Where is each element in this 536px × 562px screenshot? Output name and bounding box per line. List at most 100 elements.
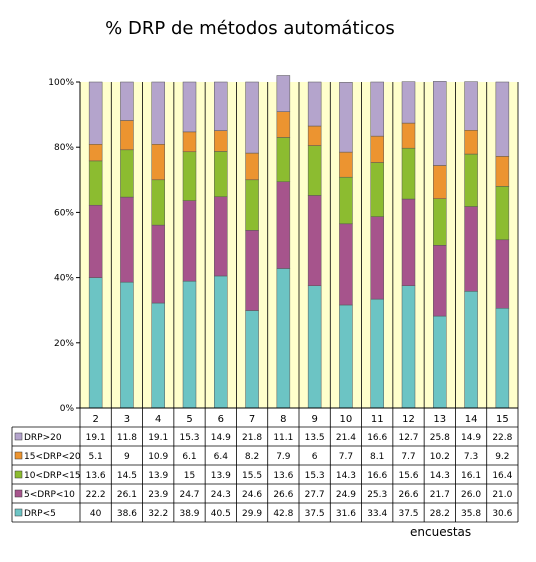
table-cell-value: 24.6 [242, 490, 262, 500]
table-cell-value: 16.6 [367, 471, 387, 481]
bar-segment [245, 81, 259, 154]
table-cell-value: 26.6 [398, 490, 418, 500]
legend-label: 5<DRP<10 [24, 490, 75, 500]
bar-segment [495, 81, 510, 157]
bar-segment [120, 120, 134, 151]
x-tick-label: 13 [433, 414, 446, 425]
bar-segment [495, 239, 510, 309]
bar-segment [339, 304, 353, 409]
bar-segment [151, 144, 165, 181]
table-cell-value: 13.9 [148, 471, 168, 481]
bar-segment [339, 82, 353, 153]
x-tick-label: 15 [496, 414, 509, 425]
table-cell-value: 7.7 [401, 452, 415, 462]
bar-segment [433, 245, 447, 317]
table-cell-value: 15.3 [305, 471, 325, 481]
x-axis-title: encuestas [410, 525, 472, 539]
bar-segment [182, 81, 197, 133]
x-tick-label: 12 [402, 414, 415, 425]
bar-segment [433, 198, 447, 246]
bar-segment [120, 281, 134, 409]
bar-segment [151, 302, 165, 409]
bar-segment [401, 122, 416, 149]
bar-segment [464, 129, 478, 155]
bar-segment [182, 131, 197, 153]
x-tick-label: 4 [155, 414, 161, 425]
y-tick-label: 80% [54, 143, 74, 153]
table-cell-value: 22.2 [86, 490, 106, 500]
table-cell-value: 38.6 [117, 509, 137, 519]
table-cell-value: 33.4 [367, 509, 387, 519]
table-cell-value: 23.9 [148, 490, 168, 500]
legend-key [14, 489, 23, 498]
bar-segment [339, 176, 353, 225]
bar-segment [495, 156, 510, 187]
bar-segment [276, 268, 291, 409]
x-tick-label: 10 [340, 414, 353, 425]
table-cell-value: 25.8 [430, 433, 450, 443]
bar-segment [88, 204, 103, 278]
bar-segment [307, 285, 322, 409]
x-tick-label: 6 [218, 414, 224, 425]
legend-label: 10<DRP<15 [24, 471, 81, 481]
table-cell-value: 37.5 [305, 509, 325, 519]
table-cell-value: 15.3 [179, 433, 199, 443]
x-tick-label: 9 [311, 414, 317, 425]
bar-segment [182, 200, 197, 282]
bar-segment [88, 144, 103, 162]
bar-segment [464, 291, 478, 409]
bar-segment [401, 81, 416, 124]
table-cell-value: 19.1 [148, 433, 168, 443]
table-cell-value: 22.8 [492, 433, 512, 443]
bar-segment [433, 81, 447, 166]
table-cell-value: 12.7 [398, 433, 418, 443]
y-tick-label: 20% [54, 339, 74, 349]
x-tick-label: 8 [280, 414, 286, 425]
table-cell-value: 15.5 [242, 471, 262, 481]
bar-segment [370, 81, 384, 137]
bar-segment [339, 223, 353, 306]
x-tick-label: 5 [186, 414, 192, 425]
table-cell-value: 21.0 [492, 490, 512, 500]
bar-segment [151, 179, 165, 226]
table-cell-value: 29.9 [242, 509, 262, 519]
table-cell-value: 15 [184, 471, 195, 481]
bar-segment [307, 195, 322, 286]
bar-segment [464, 153, 478, 207]
table-cell-value: 14.9 [211, 433, 231, 443]
table-cell-value: 10.9 [148, 452, 168, 462]
table-cell-value: 24.3 [211, 490, 231, 500]
x-tick-label: 14 [465, 414, 478, 425]
bar-segment [495, 307, 510, 409]
bar-segment [88, 277, 103, 409]
bar-segment [182, 151, 197, 201]
bar-segment [370, 216, 384, 300]
bar-segment [245, 179, 259, 231]
bar-segment [370, 162, 384, 217]
legend-label: DRP>20 [24, 433, 62, 443]
bar-segment [245, 230, 259, 311]
bar-segment [307, 145, 322, 196]
bar-segment [182, 280, 197, 409]
table-cell-value: 14.3 [336, 471, 356, 481]
bar-segment [339, 151, 353, 178]
table-cell-value: 6 [312, 452, 318, 462]
table-cell-value: 6.1 [182, 452, 196, 462]
table-cell-value: 38.9 [179, 509, 199, 519]
bar-segment [88, 81, 103, 145]
bar-segment [151, 81, 165, 145]
table-cell-value: 35.8 [461, 509, 481, 519]
bar-segment [276, 111, 291, 138]
table-cell-value: 13.6 [273, 471, 293, 481]
table-cell-value: 26.0 [461, 490, 481, 500]
x-tick-label: 11 [371, 414, 384, 425]
bar-segment [245, 310, 259, 409]
table-cell-value: 31.6 [336, 509, 356, 519]
legend-key [14, 451, 23, 460]
table-cell-value: 16.4 [492, 471, 512, 481]
x-tick-label: 7 [249, 414, 255, 425]
bar-segment [276, 75, 291, 112]
bar-segment [214, 275, 228, 409]
bar-segment [245, 152, 259, 181]
bar-segment [88, 160, 103, 206]
